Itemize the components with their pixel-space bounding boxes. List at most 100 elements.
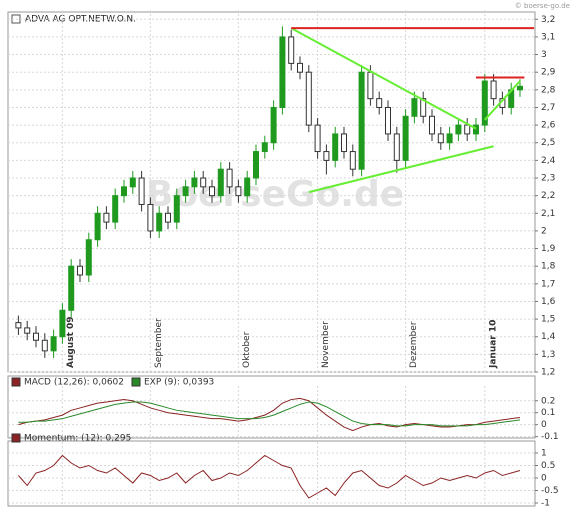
trendline	[290, 27, 477, 130]
watermark: BoerseGo.de	[146, 174, 404, 215]
y-tick-label: 0	[541, 420, 547, 430]
candle-body	[305, 71, 312, 126]
y-tick-label: 2,5	[541, 138, 555, 148]
legend-swatch	[11, 433, 21, 443]
candle-body	[147, 203, 154, 232]
legend-swatch	[131, 377, 141, 387]
y-tick-label: 0.1	[541, 408, 555, 418]
candle-body	[437, 133, 444, 144]
candle-body	[376, 98, 383, 108]
series-line	[18, 397, 521, 432]
candle-body	[209, 186, 215, 197]
candle-body	[121, 186, 127, 197]
y-tick-label: 1,7	[541, 279, 555, 289]
candle-body	[41, 339, 48, 352]
y-tick-label: 3,2	[541, 15, 555, 25]
momentum-panel	[7, 440, 536, 507]
y-tick-label: 2,1	[541, 209, 555, 219]
candle-body	[270, 106, 277, 144]
series-line	[18, 454, 521, 499]
candle-body	[517, 85, 523, 91]
candle-body	[455, 124, 462, 135]
candle-body	[226, 168, 233, 188]
y-tick-label: 1,3	[541, 350, 555, 360]
candle-body	[191, 177, 198, 188]
candle-body	[349, 151, 356, 170]
candle-body	[77, 265, 83, 276]
price-panel	[7, 11, 536, 373]
trendline	[484, 80, 521, 121]
candle-body	[103, 212, 110, 223]
y-tick-label: 1,9	[541, 244, 556, 254]
x-tick-label: September	[154, 318, 164, 368]
y-tick-label: 2,9	[541, 68, 556, 78]
candle-body	[112, 195, 119, 223]
candle-body	[358, 71, 365, 170]
candle-body	[33, 332, 39, 341]
candle-body	[24, 327, 31, 334]
x-tick-label: Oktober	[242, 331, 252, 368]
candle-body	[173, 195, 180, 223]
candle-body	[288, 36, 295, 64]
candle-body	[297, 62, 303, 73]
legend-label: EXP (9): 0,0393	[144, 378, 214, 388]
y-tick-label: 1,6	[541, 297, 556, 307]
y-tick-label: 0.2	[541, 396, 555, 406]
y-tick-label: -0.5	[541, 486, 559, 496]
candle-body	[323, 151, 330, 161]
series-line	[18, 401, 521, 427]
candle-body	[367, 71, 374, 100]
y-tick-label: 1,2	[541, 368, 555, 378]
candle-body	[411, 98, 418, 117]
x-tick-label: Dezember	[409, 321, 419, 368]
candle-body	[402, 115, 409, 161]
candle-body	[138, 177, 145, 205]
y-tick-label: -0.1	[541, 432, 559, 442]
candle-body	[200, 177, 207, 188]
candle-body	[129, 177, 136, 188]
candle-body	[393, 133, 400, 161]
y-tick-label: 3	[541, 50, 547, 60]
candle-body	[385, 106, 391, 135]
y-tick-label: 2,8	[541, 85, 556, 95]
candle-body	[217, 168, 224, 197]
candle-body	[68, 265, 75, 311]
y-tick-label: 1	[541, 449, 547, 459]
candle-body	[464, 124, 471, 135]
candle-body	[420, 98, 427, 117]
x-tick-label: August 09	[66, 316, 76, 368]
y-tick-label: 2,4	[541, 156, 556, 166]
y-tick-label: 0.5	[541, 461, 555, 471]
candle-body	[429, 115, 435, 135]
candle-body	[59, 309, 66, 338]
candle-body	[50, 336, 57, 352]
y-tick-label: 1,8	[541, 262, 556, 272]
candle-body	[165, 212, 171, 223]
candle-body	[85, 239, 92, 276]
candle-body	[314, 124, 321, 153]
candle-body	[332, 133, 339, 161]
candle-body	[481, 80, 488, 126]
candle-body	[182, 186, 189, 197]
y-tick-label: 2,3	[541, 174, 555, 184]
candle-body	[235, 186, 242, 197]
candle-body	[490, 80, 497, 100]
candle-body	[261, 142, 268, 153]
y-tick-label: 2,7	[541, 103, 555, 113]
macd-panel	[7, 375, 536, 439]
legend-swatch	[11, 377, 21, 387]
candle-body	[94, 212, 101, 241]
x-tick-label: November	[321, 321, 331, 368]
y-tick-label: 1,5	[541, 315, 555, 325]
candle-body	[341, 133, 347, 153]
legend-label: MACD (12,26): 0,0602	[24, 378, 124, 388]
y-tick-label: 2,2	[541, 191, 555, 201]
y-tick-label: -1	[541, 499, 550, 509]
x-tick-label: Januar 10	[488, 320, 498, 369]
candle-body	[15, 322, 22, 329]
candle-body	[156, 212, 163, 232]
candle-body	[446, 133, 453, 144]
candle-body	[473, 124, 479, 135]
y-tick-label: 2	[541, 226, 547, 236]
